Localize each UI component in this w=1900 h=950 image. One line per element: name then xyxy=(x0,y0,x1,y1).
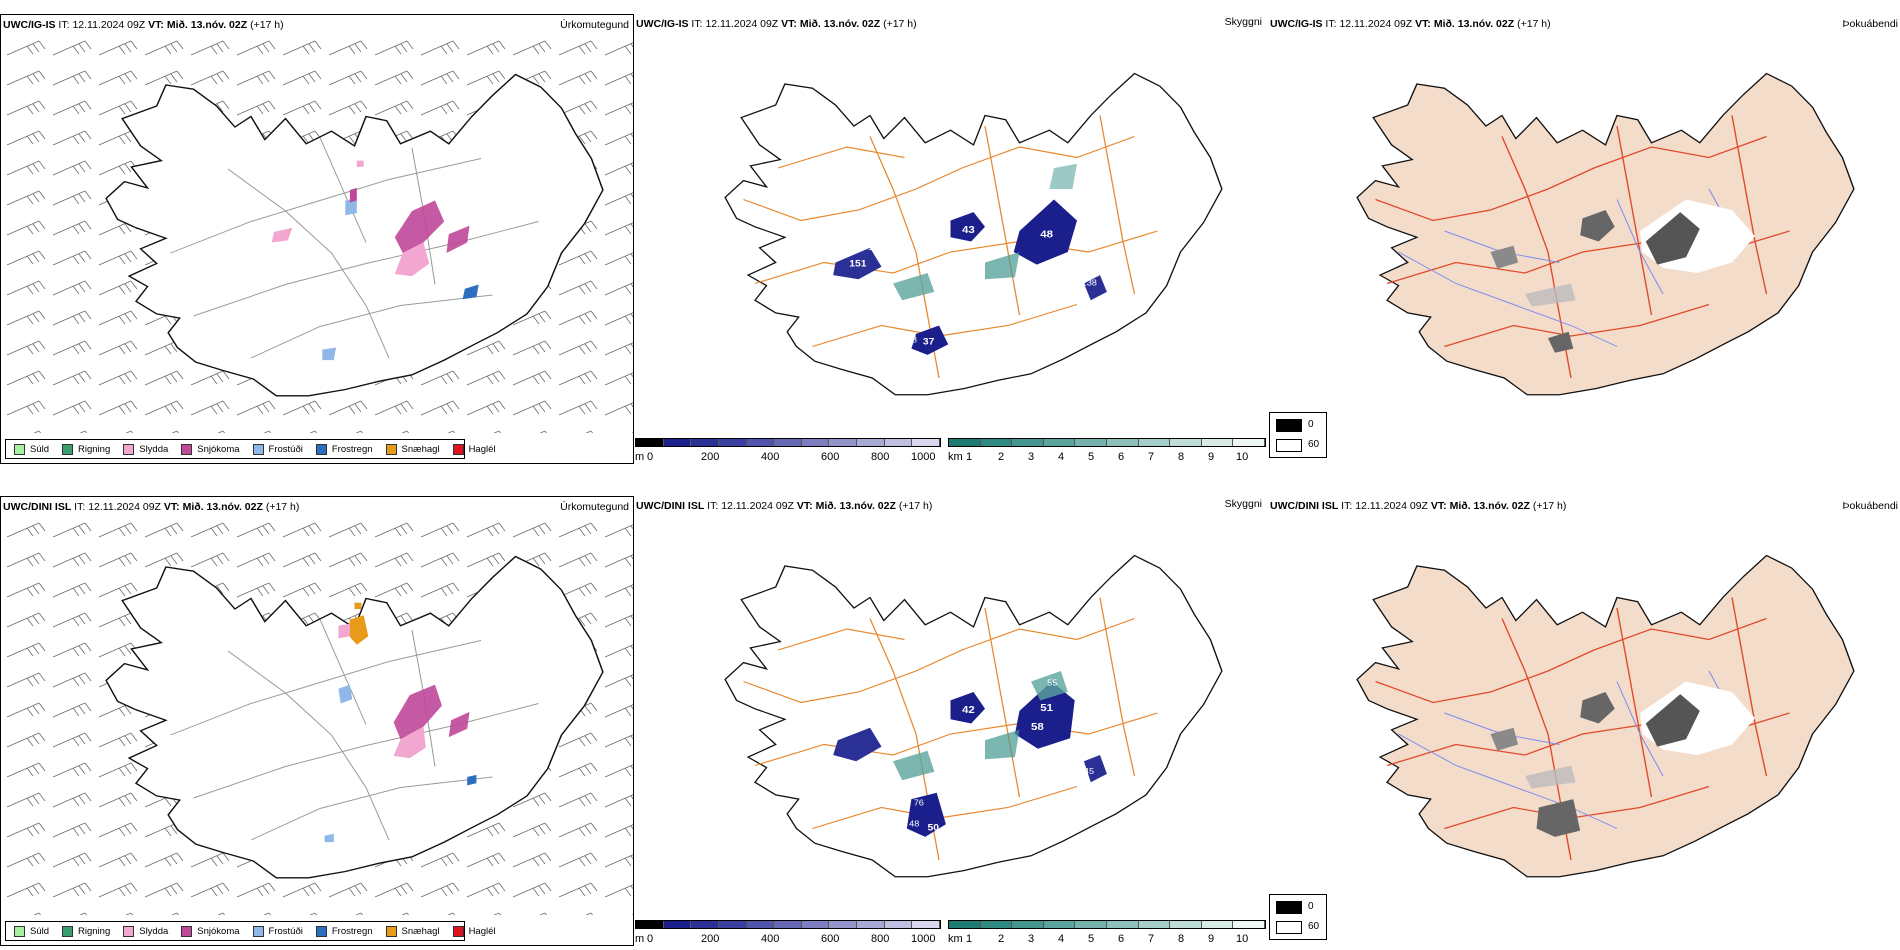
visibility-panel-igis: UWC/IG-IS IT: 12.11.2024 09Z VT: Mið. 13… xyxy=(634,14,1268,464)
panel-header: UWC/DINI ISL IT: 12.11.2024 09Z VT: Mið.… xyxy=(1270,500,1567,512)
legend-item: Slydda xyxy=(123,443,168,455)
fog-index-map xyxy=(1356,72,1855,396)
fog-index-legend: 0 60 xyxy=(1269,412,1327,458)
legend-item: Frostregn xyxy=(315,443,373,455)
visibility-map: 42 51 58 55 10 45 50 48 76 xyxy=(724,554,1223,878)
vis-label: 138 xyxy=(1082,278,1097,288)
legend-item: Haglél xyxy=(452,925,496,937)
legend-item: Snæhagl xyxy=(385,925,440,937)
vis-label: 10 xyxy=(868,242,878,252)
fog-index-map xyxy=(1356,554,1855,878)
vis-label: 48 xyxy=(1040,229,1053,240)
visibility-title: Skyggni xyxy=(1224,498,1262,510)
panel-header: UWC/DINI ISL IT: 12.11.2024 09Z VT: Mið.… xyxy=(3,501,300,513)
visibility-title: Skyggni xyxy=(1224,16,1262,28)
legend-item: Frostregn xyxy=(315,925,373,937)
vis-label: 38 xyxy=(911,312,921,322)
precip-type-title: Úrkomutegund xyxy=(560,19,629,31)
visibility-panel-dini: UWC/DINI ISL IT: 12.11.2024 09Z VT: Mið.… xyxy=(634,496,1268,946)
vis-label: 43 xyxy=(962,225,975,236)
vis-label: 10 xyxy=(941,722,951,732)
legend-item: Snjókoma xyxy=(181,443,240,455)
legend-item: Rigning xyxy=(62,925,110,937)
legend-item: Frostúði xyxy=(252,443,303,455)
visibility-colorbar: km 1 2 3 4 5 6 7 8 9 10 xyxy=(948,438,1268,464)
legend-item: Frostúði xyxy=(252,925,303,937)
ceiling-colorbar: m 0 200 400 600 800 1000 xyxy=(635,438,943,464)
vis-label: 58 xyxy=(907,335,917,345)
legend-item: Slydda xyxy=(123,925,168,937)
legend-item: Haglél xyxy=(452,443,496,455)
panel-header: UWC/IG-IS IT: 12.11.2024 09Z VT: Mið. 13… xyxy=(3,19,284,31)
legend-item: Snjókoma xyxy=(181,925,240,937)
vis-label: 76 xyxy=(914,798,924,808)
vis-label: 48 xyxy=(909,819,919,829)
panel-header: UWC/IG-IS IT: 12.11.2024 09Z VT: Mið. 13… xyxy=(1270,18,1551,30)
vis-label: 51 xyxy=(1040,702,1053,713)
legend-item: Súld xyxy=(14,443,49,455)
vis-label: 58 xyxy=(1031,721,1044,732)
precip-type-map xyxy=(1,33,633,433)
vis-label: 151 xyxy=(849,259,867,269)
vis-label: 50 xyxy=(928,823,940,833)
precip-type-map xyxy=(1,515,633,915)
vis-label: 45 xyxy=(1084,766,1094,776)
vis-label: 37 xyxy=(923,337,935,347)
fog-index-legend: 0 60 xyxy=(1269,894,1327,940)
fog-index-title: Þokuábendi xyxy=(1842,18,1898,30)
legend-item: Snæhagl xyxy=(385,443,440,455)
fog-index-panel-dini: UWC/DINI ISL IT: 12.11.2024 09Z VT: Mið.… xyxy=(1268,496,1900,946)
precip-type-legend: Súld Rigning Slydda Snjókoma Frostúði Fr… xyxy=(5,439,496,459)
visibility-map: 43 48 151 10 1 138 37 38 58 xyxy=(724,72,1223,396)
panel-header: UWC/IG-IS IT: 12.11.2024 09Z VT: Mið. 13… xyxy=(636,18,917,30)
vis-label: 55 xyxy=(1047,678,1057,688)
fog-index-title: Þokuábendi xyxy=(1842,500,1898,512)
legend-item: Rigning xyxy=(62,443,110,455)
precip-type-panel-dini: UWC/DINI ISL IT: 12.11.2024 09Z VT: Mið.… xyxy=(0,496,634,946)
precip-type-panel-igis: UWC/IG-IS IT: 12.11.2024 09Z VT: Mið. 13… xyxy=(0,14,634,464)
ceiling-colorbar: m 0 200 400 600 800 1000 xyxy=(635,920,943,946)
precip-type-legend: Súld Rigning Slydda Snjókoma Frostúði Fr… xyxy=(5,921,496,941)
precip-type-title: Úrkomutegund xyxy=(560,501,629,513)
visibility-colorbar: km 1 2 3 4 5 6 7 8 9 10 xyxy=(948,920,1268,946)
panel-header: UWC/DINI ISL IT: 12.11.2024 09Z VT: Mið.… xyxy=(636,500,933,512)
vis-label: 42 xyxy=(962,704,975,715)
legend-item: Súld xyxy=(14,925,49,937)
vis-label: 1 xyxy=(886,259,891,269)
fog-index-panel-igis: UWC/IG-IS IT: 12.11.2024 09Z VT: Mið. 13… xyxy=(1268,14,1900,464)
